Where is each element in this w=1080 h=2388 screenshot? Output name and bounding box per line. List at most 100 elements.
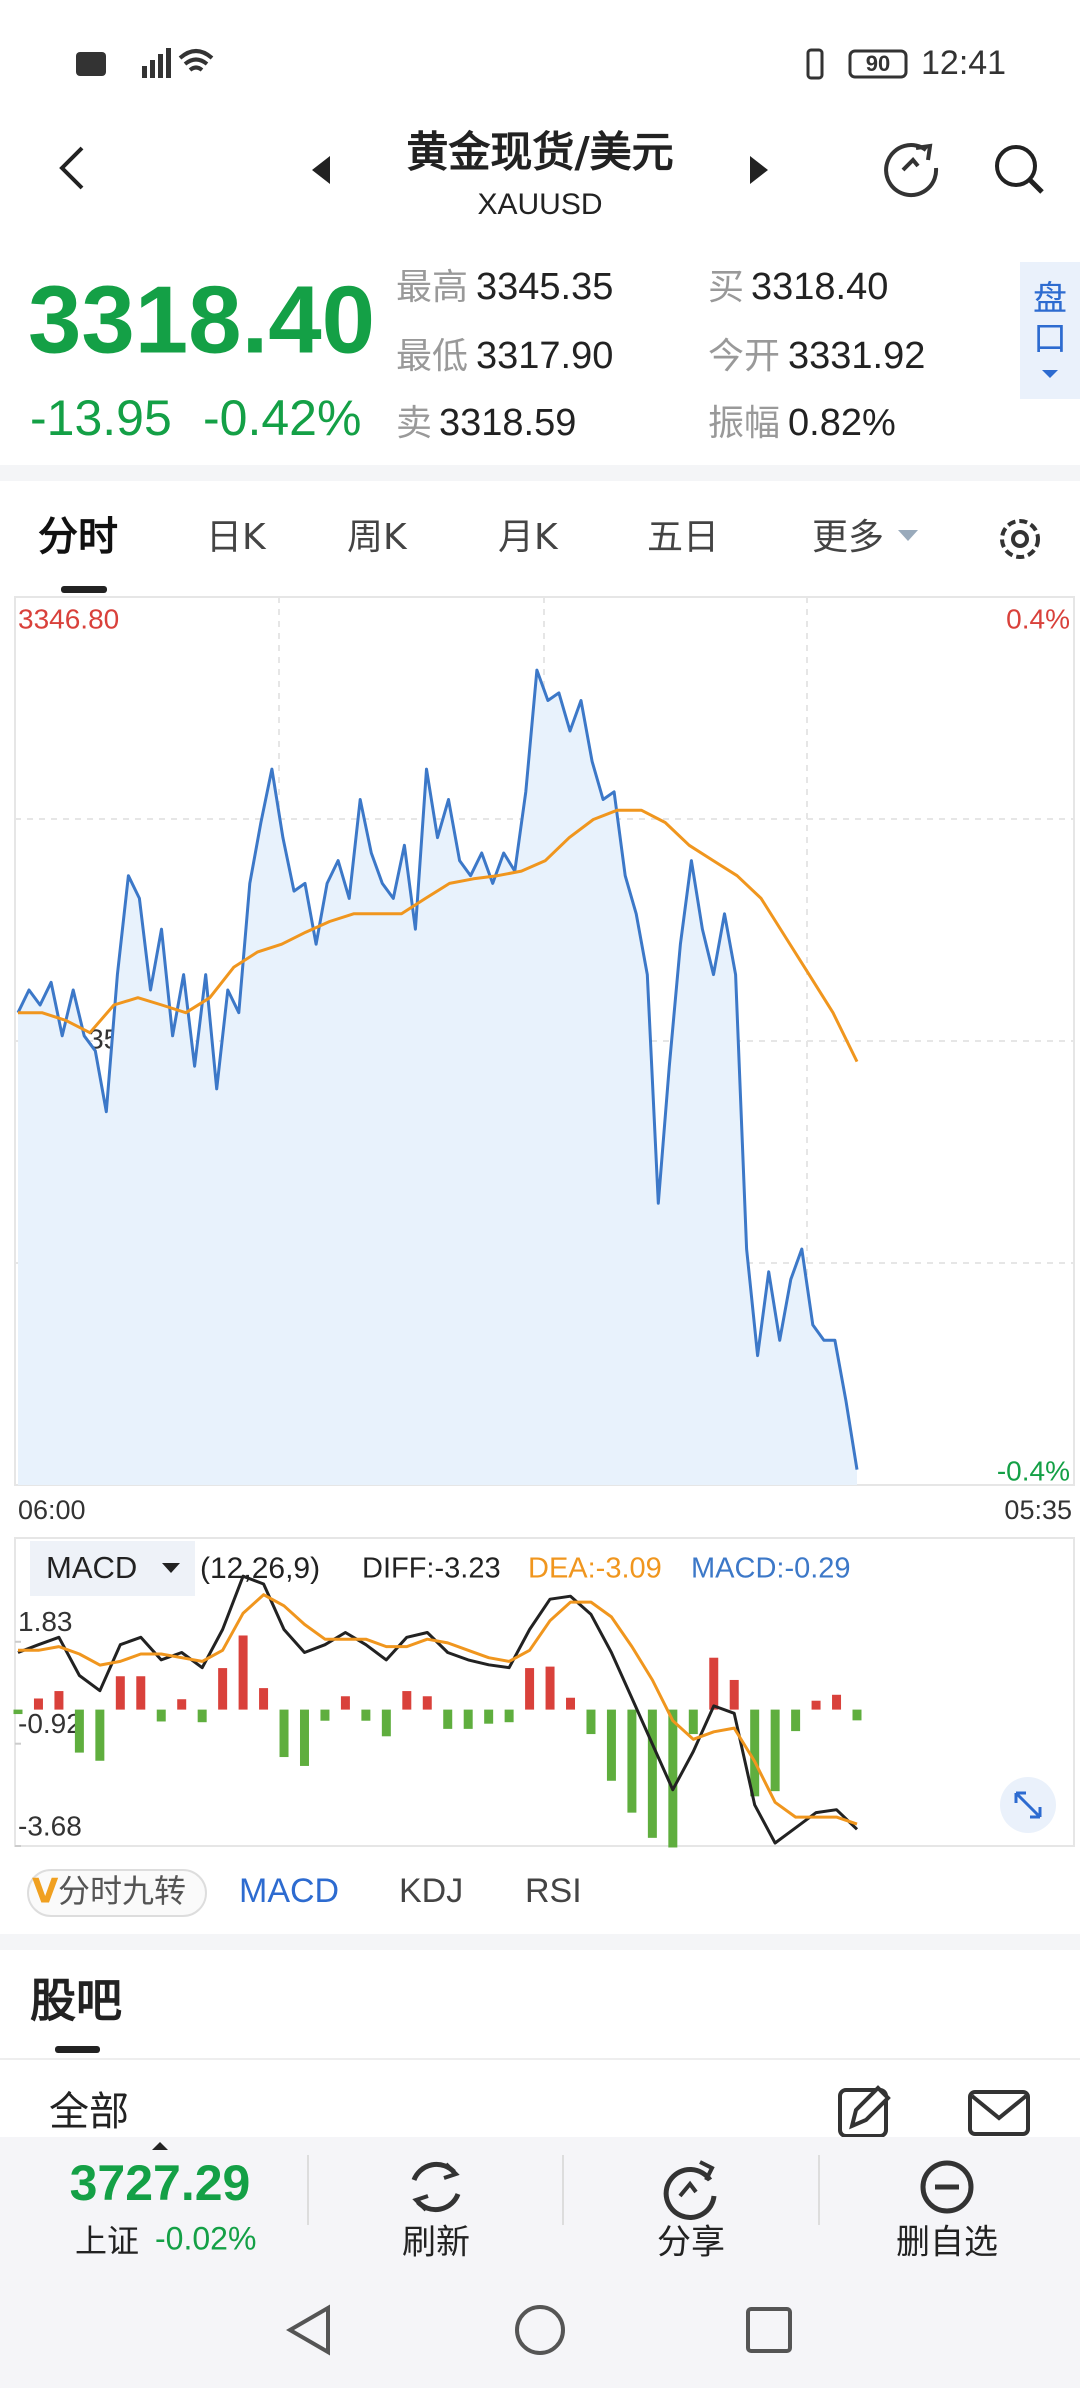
nav-recent[interactable] [746,2307,792,2353]
macd-bar [361,1709,371,1721]
macd-bar [218,1668,228,1710]
clock: 12:41 [921,44,1006,82]
back-button[interactable] [59,146,84,190]
index-name: 上证 [75,2222,139,2260]
stat-value: 3318.40 [751,266,888,308]
nine-turn-button[interactable] [27,1869,207,1917]
period-tab[interactable]: 日K [206,517,267,558]
macd-bar [545,1666,555,1710]
macd-bar [136,1676,146,1710]
refresh-button[interactable] [884,143,939,198]
stat-value: 0.82% [788,402,896,444]
macd-bar [832,1694,842,1710]
macd-bar [852,1709,862,1721]
period-tab[interactable]: 五日 [647,517,719,558]
stat-label: 买 [708,267,744,308]
macd-bar [729,1679,739,1710]
macd-chart: 1.83 -0.92 -3.68 [13,1574,862,1848]
index-value[interactable]: 3727.29 [70,2155,251,2211]
macd-frame [14,1537,1075,1847]
y-tick-label: -0.92 [18,1708,82,1739]
tab-kdj[interactable]: KDJ [399,1872,463,1910]
stat-label: 振幅 [708,403,780,444]
battery-icon [848,49,908,79]
macd-bar [606,1709,616,1781]
macd-bar [770,1709,780,1792]
macd-bar [791,1709,801,1732]
y-tick-label: 1.83 [18,1606,73,1637]
next-button[interactable] [750,156,768,184]
macd-bar [504,1709,514,1723]
macd-bar [259,1688,269,1710]
depth-label: 盘口 [1033,279,1067,359]
search-button[interactable] [995,145,1044,194]
price-area [18,670,857,1485]
message-button[interactable] [968,2090,1030,2136]
wifi-icon [178,49,214,72]
prev-button[interactable] [312,156,330,184]
macd-bar [647,1709,657,1838]
macd-bar [74,1709,84,1753]
stat-label: 卖 [396,403,432,444]
macd-bar [627,1709,637,1813]
battery-level: 90 [866,51,890,76]
separator [0,465,1080,481]
macd-bar [33,1698,43,1710]
title: 黄金现货/美元 [406,128,673,177]
legend-entry: MACD:-0.29 [691,1553,851,1585]
macd-bar [811,1700,821,1710]
share-label[interactable]: 分享 [657,2223,725,2263]
tab-macd[interactable]: MACD [239,1872,339,1910]
expand-button[interactable] [1000,1777,1056,1833]
macd-bar [525,1668,535,1710]
tab-rsi[interactable]: RSI [525,1872,582,1910]
legend: DIFF:-3.23 DEA:-3.09 MACD:-0.29 [362,1553,851,1585]
change: -13.95 [30,390,172,446]
macd-bar [381,1709,391,1737]
stat-value: 3318.59 [439,402,576,444]
index-arrow [152,2142,168,2150]
macd-bar [422,1696,432,1710]
remove-label[interactable]: 删自选 [896,2223,998,2263]
y2-tick-label: 0.4% [1006,603,1070,634]
settings-button[interactable] [1000,519,1040,559]
y-tick-label: -3.68 [18,1810,82,1841]
remove-action[interactable] [920,2160,974,2214]
macd-bar [156,1709,166,1722]
price-line [16,668,859,1470]
last-price: 3318.40 [28,266,375,373]
macd-bar [586,1709,596,1735]
macd-bar [668,1709,678,1848]
period-tab[interactable]: 分时 [38,514,118,560]
community-indicator [55,2046,100,2053]
stat-label: 今开 [708,336,780,377]
refresh-label[interactable]: 刷新 [402,2223,470,2263]
period-tab[interactable]: 周K [347,517,408,558]
edit-button[interactable] [838,2085,891,2138]
indicator-name: MACD [46,1550,137,1585]
more-arrow [898,530,918,541]
macd-bar [177,1699,187,1710]
filter-label[interactable]: 全部 [49,2089,129,2135]
share-action[interactable] [663,2160,717,2220]
stats: 最高 3345.35 买 3318.40 最低 3317.90 今开 3331.92 卖 3318… [396,266,925,444]
macd-bar [95,1709,105,1761]
nav-home[interactable] [515,2305,565,2355]
macd-bar [54,1691,64,1710]
separator [0,1934,1080,1950]
period-tab[interactable]: 月K [498,517,559,558]
macd-bar [443,1709,453,1729]
legend-entry: DEA:-3.09 [528,1553,662,1585]
macd-bar [709,1657,719,1710]
average-line [18,808,859,1063]
community-title: 股吧 [30,1974,122,2028]
macd-bar [566,1697,576,1710]
stat-value: 3345.35 [476,266,613,308]
macd-bar [402,1691,412,1710]
nav-bar [0,2285,1080,2388]
nav-back[interactable] [286,2304,330,2356]
refresh-action[interactable] [411,2161,461,2213]
period-tab[interactable]: 更多 [812,517,884,558]
price-chart: 3317.903332.353346.80-0.4%0.4% [15,596,1074,1486]
